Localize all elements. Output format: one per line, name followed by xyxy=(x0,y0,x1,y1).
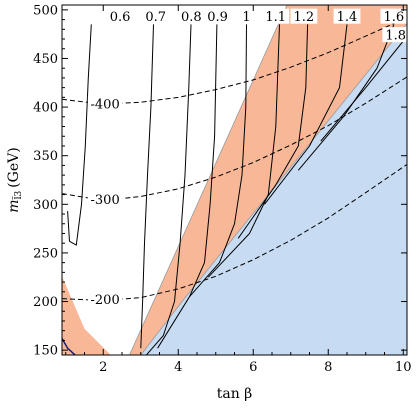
contour-label-bg xyxy=(262,8,290,24)
orange-left xyxy=(62,276,111,355)
x-tick-label: 6 xyxy=(249,360,257,375)
solid-contour-1.4 xyxy=(264,24,348,205)
x-tick-label: 4 xyxy=(174,360,182,375)
contour-label-bg xyxy=(87,96,123,112)
contour-label: 1.2 xyxy=(294,10,315,25)
contour-label-bg xyxy=(204,8,232,24)
x-axis-title: tan β xyxy=(217,386,253,402)
contour-label-bg xyxy=(87,191,123,207)
solid-contour-0.9 xyxy=(157,24,218,349)
y-tick-label: 250 xyxy=(33,246,58,261)
solid-contour-1.1 xyxy=(207,24,280,278)
contour-label: 1 xyxy=(242,10,250,25)
regions-layer xyxy=(62,5,407,355)
contour-label-bg xyxy=(380,8,408,24)
y-tick-label: 350 xyxy=(33,149,58,164)
contour-label: -200 xyxy=(91,293,120,308)
contour-label: 1.8 xyxy=(385,29,406,44)
x-tick-label: 10 xyxy=(395,360,412,375)
contour-label-bg xyxy=(382,27,410,43)
solid-contour-1.6 xyxy=(297,24,395,171)
x-tick-label: 2 xyxy=(99,360,107,375)
y-axis-title-unit: (GeV) xyxy=(6,147,22,188)
contour-label-bg xyxy=(290,8,318,24)
y-axis-title: ml̃3 (GeV) xyxy=(6,147,24,212)
contour-label: -300 xyxy=(91,193,120,208)
x-tick-label: 8 xyxy=(324,360,332,375)
contour-label-bg xyxy=(333,8,361,24)
solid-contour-0.8 xyxy=(146,24,192,355)
y-tick-label: 500 xyxy=(33,3,58,18)
y-tick-label: 200 xyxy=(33,295,58,310)
contours-layer xyxy=(62,17,407,355)
contour-label-bg xyxy=(87,291,123,307)
contour-label: 0.7 xyxy=(145,10,166,25)
y-tick-label: 300 xyxy=(33,198,58,213)
y-tick-label: 150 xyxy=(33,344,58,359)
contour-label-bg xyxy=(106,8,134,24)
solid-contour-1 xyxy=(189,24,247,298)
y-axis-title-sub: l̃3 xyxy=(12,191,24,200)
blue-edge-corner xyxy=(62,338,76,355)
solid-contour-1.2 xyxy=(237,24,309,239)
y-tick-label: 450 xyxy=(33,52,58,67)
solid-contour-0.6 xyxy=(67,24,92,246)
contour-label: 1.6 xyxy=(384,10,405,25)
contour-labels-layer: 0.6 0.7 0.8 0.9 1 1.1 1.2 1.4 1.6 1.8 -400 -300 -200 xyxy=(87,8,410,308)
y-tick-label: 400 xyxy=(33,101,58,116)
solid-contour-0.7 xyxy=(140,24,154,349)
contour-label: 0.9 xyxy=(207,10,228,25)
orange-wedge xyxy=(129,5,407,355)
y-axis-title-main: m xyxy=(6,199,22,212)
contour-label-bg xyxy=(177,8,205,24)
solid-contour-1.8 xyxy=(320,40,404,142)
ticks-layer: 2 4 6 8 10 150 200 250 300 350 400 450 500 xyxy=(33,3,411,375)
orange-top-2 xyxy=(356,5,377,20)
blue-region xyxy=(140,23,407,355)
contour-label: 0.8 xyxy=(181,10,202,25)
contour-label: 0.6 xyxy=(110,10,131,25)
contour-label-bg xyxy=(240,8,253,24)
contour-label-bg xyxy=(142,8,170,24)
contour-label: 1.4 xyxy=(337,10,358,25)
contour-label: -400 xyxy=(91,98,120,113)
contour-label: 1.1 xyxy=(265,10,286,25)
